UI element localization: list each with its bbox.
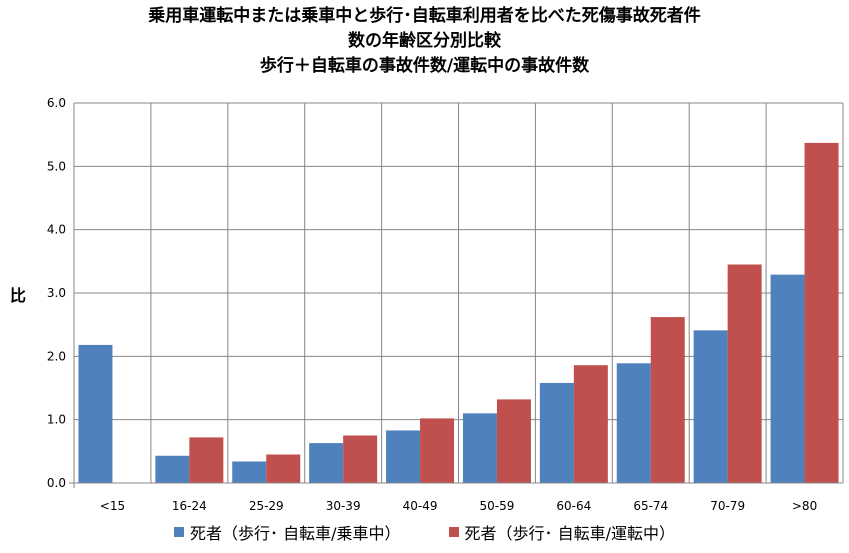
x-tick-label: 60-64 — [556, 499, 591, 513]
x-tick-label: 50-59 — [480, 499, 515, 513]
axes — [69, 103, 843, 488]
x-tick-label: >80 — [792, 499, 817, 513]
y-tick-label: 0.0 — [47, 476, 66, 490]
x-tick-label: 40-49 — [403, 499, 438, 513]
bar-red-4 — [343, 435, 378, 483]
y-tick-label: 3.0 — [47, 286, 66, 300]
x-tick-label: 70-79 — [710, 499, 745, 513]
bar-red-5 — [420, 418, 455, 483]
x-tick-label: 30-39 — [326, 499, 361, 513]
x-tick-label: 65-74 — [633, 499, 668, 513]
y-axis-label: 比 — [10, 286, 26, 305]
x-tick-label: <15 — [100, 499, 125, 513]
chart-title-line-1: 乗用車運転中または乗車中と歩行･自転車利用者を比べた死傷事故死者件 — [148, 6, 701, 26]
bar-red-9 — [727, 264, 762, 483]
bar-red-3 — [266, 454, 301, 483]
y-tick-label: 5.0 — [47, 159, 66, 173]
legend-item-2: 死者（歩行･ 自転車/運転中） — [448, 520, 675, 544]
legend-label-1: 死者（歩行･ 自転車/乗車中） — [190, 524, 401, 543]
bar-blue-1 — [78, 344, 113, 483]
legend: 死者（歩行･ 自転車/乗車中） 死者（歩行･ 自転車/運転中） — [0, 520, 849, 544]
bars — [78, 142, 839, 483]
bar-blue-2 — [155, 455, 190, 483]
bar-red-10 — [804, 142, 839, 483]
legend-swatch-red — [448, 527, 459, 537]
bar-red-2 — [189, 437, 224, 483]
bar-blue-8 — [616, 363, 651, 483]
legend-swatch-blue — [174, 527, 185, 537]
y-tick-label: 2.0 — [47, 349, 66, 363]
bar-blue-6 — [462, 413, 497, 483]
bar-blue-5 — [386, 430, 421, 483]
chart-title-line-2: 数の年齢区分別比較 — [348, 31, 501, 51]
bar-blue-7 — [539, 382, 574, 483]
y-tick-label: 6.0 — [47, 96, 66, 110]
bar-blue-4 — [309, 443, 344, 483]
y-tick-label: 4.0 — [47, 223, 66, 237]
x-tick-label: 25-29 — [249, 499, 284, 513]
bar-red-6 — [496, 399, 531, 483]
tick-labels: 0.0 1.0 2.0 3.0 4.0 5.0 6.0 <15 16-24 25-29 30-39 4… — [47, 96, 817, 513]
chart-title: 乗用車運転中または乗車中と歩行･自転車利用者を比べた死傷事故死者件 数の年齢区分… — [0, 4, 849, 79]
bar-blue-10 — [770, 274, 805, 483]
chart-title-line-3: 歩行＋自転車の事故件数/運転中の事故件数 — [259, 56, 590, 76]
legend-item-1: 死者（歩行･ 自転車/乗車中） — [174, 520, 401, 544]
bar-red-7 — [573, 365, 608, 483]
legend-label-2: 死者（歩行･ 自転車/運転中） — [464, 524, 675, 543]
bar-blue-9 — [693, 330, 728, 483]
bar-red-8 — [650, 317, 685, 483]
y-tick-label: 1.0 — [47, 413, 66, 427]
bar-blue-3 — [232, 461, 267, 483]
x-tick-label: 16-24 — [172, 499, 207, 513]
